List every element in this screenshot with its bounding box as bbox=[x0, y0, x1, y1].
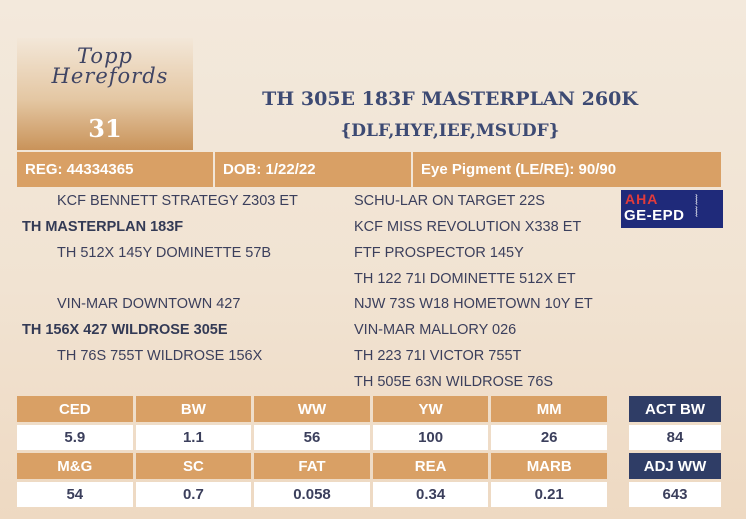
epd-header-mg: M&G bbox=[17, 453, 133, 479]
epd-value-sc: 0.7 bbox=[135, 482, 252, 507]
registration-number: REG: 44334365 bbox=[17, 152, 213, 187]
epd-value-yw: 100 bbox=[372, 425, 489, 450]
pedigree-sire: TH MASTERPLAN 183F bbox=[22, 219, 184, 235]
dna-icon: ⦚ ⦚ bbox=[695, 192, 698, 220]
pedigree-dam-sire: VIN-MAR DOWNTOWN 427 bbox=[57, 296, 241, 312]
pedigree-sire-dam: TH 512X 145Y DOMINETTE 57B bbox=[57, 245, 272, 261]
epd-header-ww: WW bbox=[254, 396, 370, 422]
pedigree-right-1: SCHU-LAR ON TARGET 22S bbox=[354, 193, 545, 209]
adj-ww-value: 643 bbox=[629, 482, 721, 507]
epd-header-mm: MM bbox=[491, 396, 607, 422]
logo-line-2: Herefords bbox=[51, 64, 169, 88]
act-bw-label: ACT BW bbox=[629, 396, 721, 422]
pedigree-right-4: TH 122 71I DOMINETTE 512X ET bbox=[354, 271, 576, 287]
pedigree-right-2: KCF MISS REVOLUTION X338 ET bbox=[354, 219, 582, 235]
epd-header-bw: BW bbox=[135, 396, 252, 422]
pedigree-right-7: TH 223 71I VICTOR 755T bbox=[354, 348, 522, 364]
pedigree-sire-sire: KCF BENNETT STRATEGY Z303 ET bbox=[57, 193, 298, 209]
ranch-logo: Topp Herefords bbox=[17, 44, 193, 88]
epd-header-marb: MARB bbox=[491, 453, 607, 479]
epd-value-fat: 0.058 bbox=[254, 482, 370, 507]
aha-badge-top: AHA bbox=[625, 191, 659, 207]
info-bar: REG: 44334365 DOB: 1/22/22 Eye Pigment (… bbox=[17, 152, 721, 187]
epd-header-rea: REA bbox=[372, 453, 489, 479]
epd-header-yw: YW bbox=[372, 396, 489, 422]
epd-value-bw: 1.1 bbox=[135, 425, 252, 450]
pedigree-right-5: NJW 73S W18 HOMETOWN 10Y ET bbox=[354, 296, 593, 312]
act-bw-value: 84 bbox=[629, 425, 721, 450]
animal-name: TH 305E 183F MASTERPLAN 260K bbox=[262, 88, 638, 110]
actual-weights-table: ACT BW 84 ADJ WW 643 bbox=[629, 396, 721, 507]
pedigree-dam-dam: TH 76S 755T WILDROSE 156X bbox=[57, 348, 263, 364]
adj-ww-label: ADJ WW bbox=[629, 453, 721, 479]
lot-number: 31 bbox=[88, 114, 122, 143]
epd-value-rea: 0.34 bbox=[372, 482, 489, 507]
pedigree-dam: TH 156X 427 WILDROSE 305E bbox=[22, 322, 228, 338]
pedigree-right-6: VIN-MAR MALLORY 026 bbox=[354, 322, 517, 338]
epd-header-sc: SC bbox=[135, 453, 252, 479]
epd-value-ced: 5.9 bbox=[17, 425, 133, 450]
logo-box: Topp Herefords 31 bbox=[17, 38, 193, 150]
epd-value-ww: 56 bbox=[254, 425, 370, 450]
epd-value-mg: 54 bbox=[17, 482, 133, 507]
epd-header-fat: FAT bbox=[254, 453, 370, 479]
pedigree-right-3: FTF PROSPECTOR 145Y bbox=[354, 245, 524, 261]
aha-ge-epd-badge: AHA GE-EPD ⦚ ⦚ bbox=[621, 190, 723, 228]
epd-value-marb: 0.21 bbox=[491, 482, 607, 507]
epd-table: CED BW WW YW MM 5.9 1.1 56 100 26 M&G SC… bbox=[17, 396, 607, 507]
epd-value-mm: 26 bbox=[491, 425, 607, 450]
aha-badge-bottom: GE-EPD bbox=[624, 207, 685, 224]
epd-header-ced: CED bbox=[17, 396, 133, 422]
genetic-conditions: {DLF,HYF,IEF,MSUDF} bbox=[340, 121, 560, 141]
date-of-birth: DOB: 1/22/22 bbox=[215, 152, 411, 187]
eye-pigment: Eye Pigment (LE/RE): 90/90 bbox=[413, 152, 721, 187]
pedigree-right-8: TH 505E 63N WILDROSE 76S bbox=[354, 374, 554, 390]
logo-line-1: Topp bbox=[77, 44, 133, 68]
